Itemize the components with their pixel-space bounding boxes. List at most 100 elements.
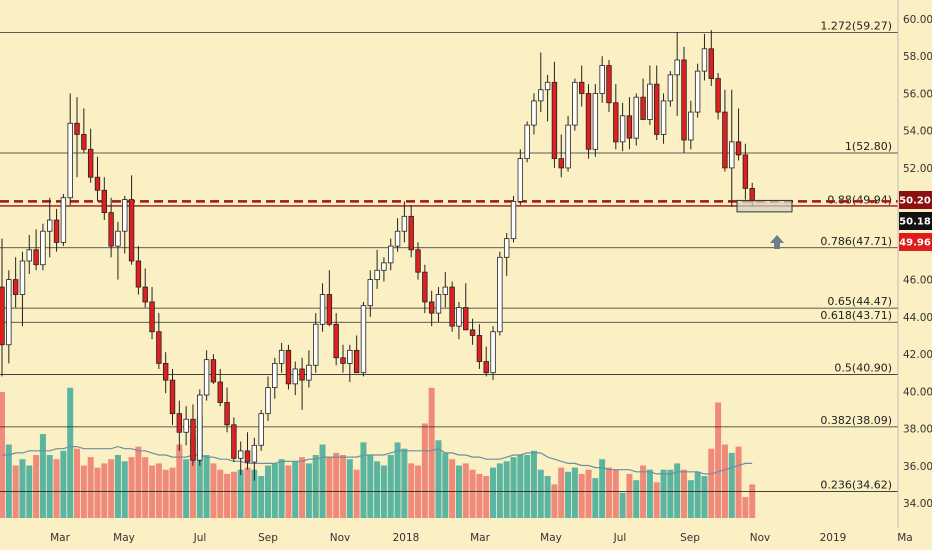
- volume-bar: [742, 497, 749, 518]
- volume-bar: [530, 450, 537, 518]
- candle-body: [667, 74, 674, 102]
- candle-body: [456, 307, 462, 327]
- volume-bar: [646, 469, 653, 518]
- volume-bar: [701, 476, 708, 518]
- candle-body: [729, 141, 735, 169]
- candle-body: [367, 279, 373, 307]
- volume-bar: [94, 467, 101, 518]
- candle-body: [619, 115, 626, 143]
- candle-body: [422, 271, 428, 303]
- candle-body: [722, 111, 728, 169]
- volume-bar: [687, 480, 694, 518]
- candle-body: [735, 141, 742, 156]
- candle-body: [278, 349, 285, 364]
- candle-body: [715, 78, 721, 113]
- time-tick-label: 2018: [393, 532, 420, 544]
- candle-body: [231, 424, 237, 459]
- volume-bar: [162, 469, 169, 518]
- candle-body: [115, 230, 121, 247]
- volume-bar: [408, 463, 415, 518]
- candle-body: [203, 359, 210, 396]
- candle-body: [681, 59, 687, 141]
- candle-body: [538, 89, 544, 102]
- volume-bar: [612, 469, 619, 518]
- candle-body: [701, 48, 708, 72]
- candle-body: [53, 219, 60, 243]
- volume-bar: [728, 452, 735, 518]
- volume-bar: [442, 452, 449, 518]
- volume-bar: [537, 469, 544, 518]
- candle-body: [565, 124, 571, 169]
- price-badge: [899, 233, 932, 251]
- volume-bar: [189, 438, 196, 518]
- candle-body: [6, 279, 12, 346]
- volume-bar: [299, 457, 306, 518]
- volume-bar: [128, 457, 135, 518]
- volume-bar: [524, 455, 531, 518]
- volume-bar: [108, 459, 115, 518]
- volume-bar: [633, 480, 640, 518]
- candle-body: [694, 70, 701, 113]
- volume-bar: [599, 459, 606, 518]
- up-arrow-icon: [770, 234, 784, 249]
- volume-bar: [210, 463, 217, 518]
- candle-body: [128, 199, 135, 262]
- candle-body: [599, 65, 605, 94]
- candle-body: [306, 364, 312, 381]
- candle-body: [47, 219, 53, 232]
- candle-body: [19, 260, 26, 295]
- volume-bar: [571, 467, 578, 518]
- time-tick-label: Nov: [750, 532, 771, 544]
- price-tick-label: 38.00: [903, 424, 932, 436]
- volume-bar: [114, 455, 121, 518]
- volume-bar: [476, 473, 483, 518]
- volume-bar: [435, 440, 442, 518]
- candle-body: [224, 402, 230, 426]
- candle-body: [510, 201, 517, 240]
- candle-body: [319, 294, 326, 325]
- candle-body: [313, 323, 319, 366]
- volume-bar: [660, 469, 667, 518]
- volume-bar: [121, 461, 128, 518]
- volume-bar: [217, 469, 224, 518]
- volume-bar: [694, 471, 701, 518]
- volume-bar: [462, 463, 469, 518]
- time-tick-label: Mar: [50, 532, 70, 544]
- fib-level-label: 1.272(59.27): [820, 20, 892, 33]
- fib-level-label: 0.5(40.90): [834, 362, 892, 375]
- price-tick-label: 54.00: [903, 126, 932, 138]
- price-badges-layer: 50.20 50.18 49.96: [899, 191, 932, 251]
- volume-bar: [715, 402, 722, 518]
- volume-bar: [544, 476, 551, 518]
- volume-bar: [749, 484, 756, 518]
- candle-body: [524, 124, 530, 160]
- candle-body: [388, 245, 394, 264]
- volume-bar: [60, 450, 67, 518]
- candle-body: [401, 215, 408, 232]
- candle-body: [742, 154, 749, 189]
- candle-body: [12, 279, 19, 295]
- price-badge-label: 50.18: [899, 217, 931, 228]
- candle-body: [463, 307, 469, 331]
- candle-body: [531, 100, 537, 126]
- volume-bar: [53, 459, 60, 518]
- volume-bar: [203, 455, 210, 518]
- price-badge-label: 50.20: [899, 196, 931, 207]
- candle-body: [408, 215, 414, 251]
- candle-body: [633, 96, 639, 139]
- candle-body: [149, 301, 155, 333]
- candle-body: [258, 413, 264, 446]
- time-tick-label: May: [540, 532, 562, 544]
- volume-bar: [401, 448, 408, 518]
- candle-body: [299, 368, 305, 381]
- price-tick-label: 46.00: [903, 275, 932, 287]
- candle-body: [326, 294, 333, 325]
- volume-bar: [142, 457, 149, 518]
- candle-body: [374, 269, 380, 281]
- volume-bar: [360, 442, 367, 518]
- volume-bar: [353, 469, 360, 518]
- candle-body: [490, 331, 496, 374]
- candle-body: [135, 260, 142, 288]
- axis-layer: 34.0036.0038.0040.0042.0044.0046.0048.00…: [50, 0, 932, 544]
